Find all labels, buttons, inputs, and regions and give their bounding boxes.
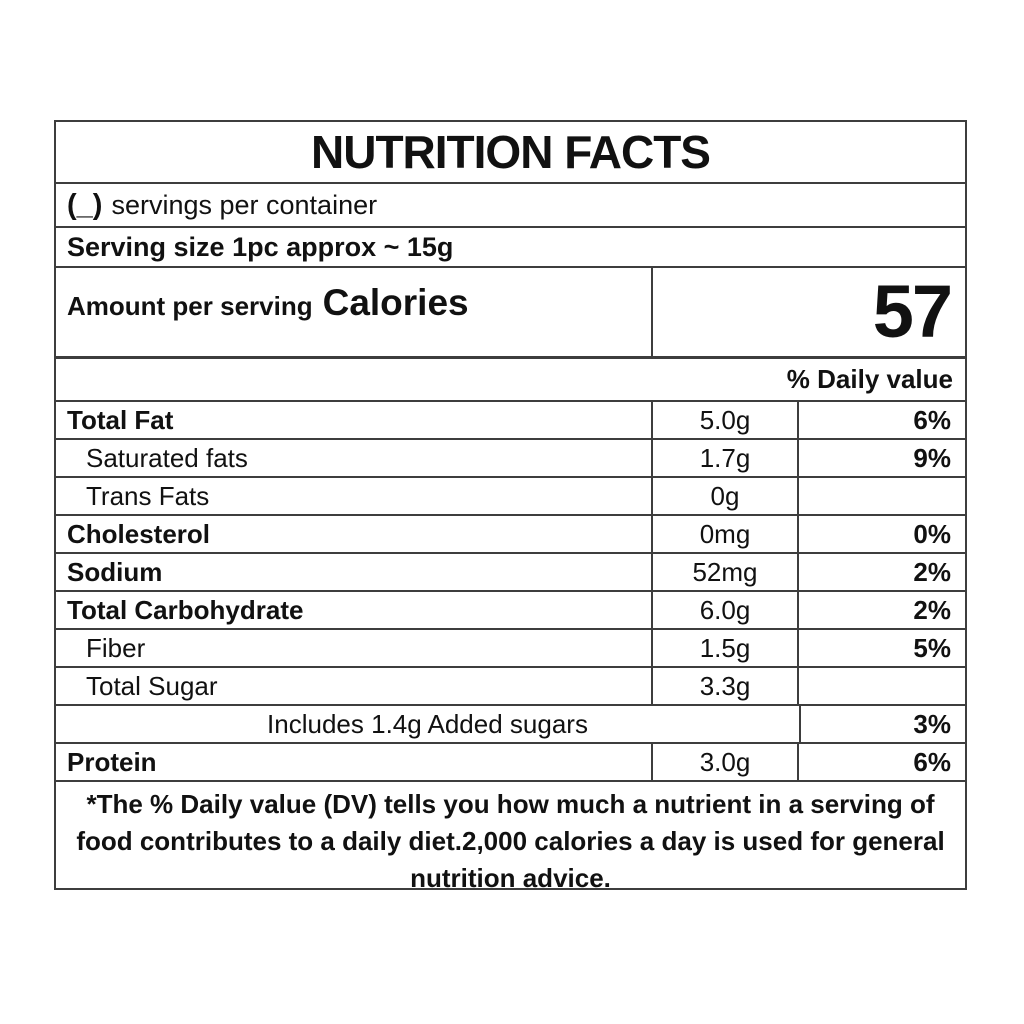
nutrient-name: Total Carbohydrate (67, 594, 304, 625)
calories-row: Amount per serving Calories 57 (56, 266, 965, 357)
nutrient-amount: 3.0g (651, 744, 797, 780)
nutrient-row-total-fat: Total Fat 5.0g 6% (56, 400, 965, 438)
calories-value: 57 (872, 270, 953, 353)
nutrient-name: Saturated fats (86, 442, 248, 473)
nutrient-daily-value: 2% (797, 554, 965, 590)
nutrient-amount: 5.0g (651, 402, 797, 438)
nutrition-facts-label: NUTRITION FACTS (_) servings per contain… (54, 120, 967, 893)
nutrient-name: Protein (67, 746, 157, 777)
nutrient-amount: 1.7g (651, 440, 797, 476)
nutrient-row-saturated-fats: Saturated fats 1.7g 9% (56, 438, 965, 476)
nutrient-amount: 3.3g (651, 668, 797, 704)
servings-per-container-row: (_) servings per container (56, 182, 965, 226)
nutrient-daily-value: 9% (797, 440, 965, 476)
nutrient-name: Cholesterol (67, 518, 211, 549)
nutrient-name: Trans Fats (86, 480, 210, 511)
calories-label-cell: Amount per serving Calories (56, 268, 651, 356)
nutrient-amount: 0g (651, 478, 797, 514)
nutrient-name: Total Fat (67, 404, 174, 435)
daily-value-footnote-row: *The % Daily value (DV) tells you how mu… (56, 780, 965, 893)
daily-value-footnote: *The % Daily value (DV) tells you how mu… (76, 789, 945, 893)
nutrient-row-added-sugars: Includes 1.4g Added sugars 3% (56, 704, 965, 742)
nutrient-row-cholesterol: Cholesterol 0mg 0% (56, 514, 965, 552)
serving-size-row: Serving size 1pc approx ~ 15g (56, 226, 965, 266)
label-header: NUTRITION FACTS (56, 122, 965, 182)
nutrient-name: Fiber (86, 632, 146, 663)
nutrient-amount: 0mg (651, 516, 797, 552)
nutrient-name: Total Sugar (86, 670, 218, 701)
nutrient-row-total-carbohydrate: Total Carbohydrate 6.0g 2% (56, 590, 965, 628)
daily-value-header-row: % Daily value (56, 357, 965, 400)
serving-size-text: Serving size 1pc approx ~ 15g (67, 231, 454, 262)
nutrient-daily-value: 3% (799, 706, 965, 742)
nutrient-name: Includes 1.4g Added sugars (267, 708, 588, 739)
calories-value-cell: 57 (651, 268, 965, 356)
nutrient-daily-value: 2% (797, 592, 965, 628)
nutrient-daily-value: 0% (797, 516, 965, 552)
servings-count-placeholder: (_) (67, 188, 103, 221)
nutrient-amount: 6.0g (651, 592, 797, 628)
nutrient-row-trans-fats: Trans Fats 0g (56, 476, 965, 514)
nutrient-daily-value: 6% (797, 744, 965, 780)
nutrient-daily-value (797, 478, 965, 514)
nutrient-row-protein: Protein 3.0g 6% (56, 742, 965, 780)
nutrient-daily-value (797, 668, 965, 704)
nutrient-row-total-sugar: Total Sugar 3.3g (56, 666, 965, 704)
amount-per-serving-text: Amount per serving (67, 291, 313, 321)
nutrient-daily-value: 6% (797, 402, 965, 438)
nutrient-row-fiber: Fiber 1.5g 5% (56, 628, 965, 666)
label-title: NUTRITION FACTS (311, 126, 711, 178)
nutrient-daily-value: 5% (797, 630, 965, 666)
servings-per-container-text: servings per container (111, 189, 378, 220)
daily-value-header: % Daily value (786, 364, 953, 394)
nutrient-amount: 52mg (651, 554, 797, 590)
nutrient-amount: 1.5g (651, 630, 797, 666)
nutrient-row-sodium: Sodium 52mg 2% (56, 552, 965, 590)
calories-label: Calories (322, 282, 469, 323)
nutrient-name: Sodium (67, 556, 163, 587)
